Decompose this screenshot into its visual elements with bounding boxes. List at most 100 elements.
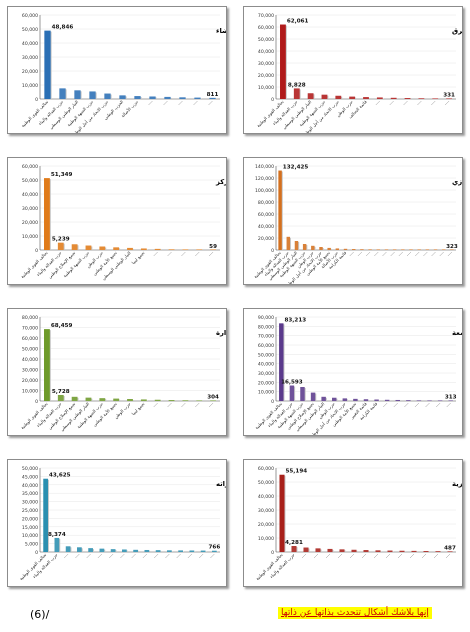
bar xyxy=(71,244,78,250)
y-tick-label: 0 xyxy=(35,97,38,103)
data-label: 43,625 xyxy=(49,473,71,479)
bar xyxy=(442,249,446,250)
data-label: 59 xyxy=(209,244,217,250)
bar xyxy=(140,248,147,250)
x-tick-mark xyxy=(198,553,204,559)
bar xyxy=(127,247,133,250)
y-tick-label: 60,000 xyxy=(22,13,38,19)
bar xyxy=(280,24,286,99)
bar xyxy=(85,397,92,401)
bar xyxy=(293,88,300,99)
x-tick-mark xyxy=(181,402,186,408)
x-tick-mark xyxy=(163,100,168,106)
x-tick-mark xyxy=(446,402,451,408)
data-label: 5,239 xyxy=(52,237,70,243)
y-tick-label: 50,000 xyxy=(22,347,38,353)
bar xyxy=(43,478,48,552)
bar xyxy=(59,88,66,99)
bar xyxy=(168,249,175,250)
x-tick-mark xyxy=(414,402,420,408)
bar xyxy=(374,399,379,401)
bar xyxy=(209,97,216,99)
y-tick-label: 20,000 xyxy=(22,516,38,522)
bar xyxy=(74,90,81,99)
chart-svg: 60,00050,00040,00030,00020,00010,0000تحا… xyxy=(20,13,226,133)
bar xyxy=(384,249,389,250)
x-tick-mark xyxy=(393,402,398,408)
y-tick-label: 40,000 xyxy=(258,362,274,368)
x-tick-mark xyxy=(361,553,367,559)
bar xyxy=(343,248,348,250)
bar xyxy=(311,245,315,250)
x-tick-mark xyxy=(208,100,213,106)
footer-slogan: إنها بلاشك أشكال تتحدث بذاتها عن ذاتها xyxy=(278,607,432,619)
x-tick-mark xyxy=(120,553,125,559)
bar xyxy=(335,248,340,250)
bar xyxy=(110,549,116,552)
bar xyxy=(71,396,78,401)
x-tick-mark xyxy=(325,553,331,559)
bar xyxy=(376,97,383,99)
bar xyxy=(167,550,172,552)
bar xyxy=(352,249,356,250)
y-tick-label: 10,000 xyxy=(22,389,38,395)
x-tick-mark xyxy=(187,553,193,559)
bar xyxy=(210,249,216,250)
x-tick-mark xyxy=(406,251,412,257)
bar xyxy=(327,548,333,552)
data-label: 487 xyxy=(444,545,456,551)
y-tick-label: 0 xyxy=(271,97,274,103)
x-tick-mark xyxy=(301,553,307,559)
chart-title: نتائج الأصوات لدائرة العزيزية xyxy=(452,479,462,488)
bar xyxy=(450,249,454,250)
data-label: 62,061 xyxy=(287,19,309,25)
y-tick-label: 70,000 xyxy=(258,334,274,340)
chart-svg: 60,00050,00040,00030,00020,00010,0000تحا… xyxy=(255,466,462,581)
bar xyxy=(57,394,64,401)
bar xyxy=(294,241,299,250)
bar xyxy=(360,249,364,250)
y-tick-label: 60,000 xyxy=(22,336,38,342)
x-tick-mark xyxy=(178,100,183,106)
bar xyxy=(144,549,150,552)
bar xyxy=(196,400,203,401)
x-tick-mark xyxy=(153,402,158,408)
bar xyxy=(65,546,71,552)
x-tick-mark xyxy=(403,100,408,106)
bar xyxy=(427,400,432,401)
chart-title: نتائج الأصوات لدائرة البيضاء xyxy=(216,26,226,35)
y-tick-label: 120,000 xyxy=(255,176,274,182)
y-tick-label: 30,000 xyxy=(258,508,274,514)
chart-svg: 90,000 80,000 70,000 60,000 50,000 40,000 30,0… xyxy=(254,315,462,435)
y-tick-label: 20,000 xyxy=(258,522,274,528)
y-tick-label: 50,000 xyxy=(22,27,38,33)
bar xyxy=(363,97,369,99)
bar xyxy=(417,249,421,250)
data-label: 331 xyxy=(443,93,455,99)
chart-svg: 70,000 60,000 50,000 40,000 30,000 20,000 10,0… xyxy=(256,13,462,133)
x-tick-mark xyxy=(75,553,80,559)
bar xyxy=(375,550,381,552)
page-number: (6)/ xyxy=(30,608,50,621)
x-tick-mark xyxy=(409,553,415,559)
bar xyxy=(448,400,453,401)
x-tick-mark xyxy=(97,553,103,559)
bar xyxy=(154,399,161,401)
x-tick-mark xyxy=(374,251,379,257)
bar xyxy=(99,246,106,250)
bar xyxy=(279,474,285,552)
x-tick-mark xyxy=(390,251,395,257)
chart-title: نتائج الأصوات لدائرة صبراته xyxy=(216,479,226,488)
bar xyxy=(210,400,216,401)
data-label: 4,281 xyxy=(285,540,303,546)
y-tick-label: 40,000 xyxy=(22,357,38,363)
bar xyxy=(140,399,147,401)
x-tick-mark xyxy=(389,100,394,106)
chart-title: نتائج الأصوات لدائرة طرابلس المركز xyxy=(215,177,226,186)
bar xyxy=(363,399,369,401)
x-tick-mark xyxy=(176,553,181,559)
x-tick-mark xyxy=(415,251,420,257)
x-tick-mark xyxy=(210,553,215,559)
x-tick-mark xyxy=(86,553,91,559)
y-tick-label: 10,000 xyxy=(258,390,274,396)
